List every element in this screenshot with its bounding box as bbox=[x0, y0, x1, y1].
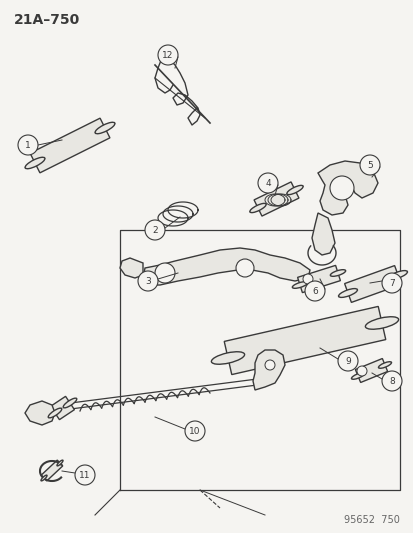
Polygon shape bbox=[344, 265, 401, 302]
Ellipse shape bbox=[338, 288, 356, 297]
Ellipse shape bbox=[365, 317, 398, 329]
Ellipse shape bbox=[330, 270, 345, 276]
Ellipse shape bbox=[25, 157, 45, 169]
Text: 11: 11 bbox=[79, 471, 90, 480]
Circle shape bbox=[304, 281, 324, 301]
Text: 1: 1 bbox=[25, 141, 31, 149]
Polygon shape bbox=[41, 460, 63, 481]
Circle shape bbox=[185, 421, 204, 441]
Polygon shape bbox=[311, 213, 334, 255]
Text: 3: 3 bbox=[145, 277, 150, 286]
Polygon shape bbox=[297, 265, 339, 293]
Polygon shape bbox=[224, 306, 385, 375]
Circle shape bbox=[264, 360, 274, 370]
Ellipse shape bbox=[95, 122, 115, 134]
Ellipse shape bbox=[377, 362, 391, 368]
Text: 4: 4 bbox=[265, 179, 270, 188]
Text: 2: 2 bbox=[152, 225, 157, 235]
Circle shape bbox=[145, 220, 165, 240]
Circle shape bbox=[138, 271, 158, 291]
Text: 5: 5 bbox=[366, 160, 372, 169]
Ellipse shape bbox=[48, 408, 62, 418]
Circle shape bbox=[359, 155, 379, 175]
Circle shape bbox=[235, 259, 254, 277]
Ellipse shape bbox=[387, 271, 406, 279]
Circle shape bbox=[75, 465, 95, 485]
Circle shape bbox=[381, 273, 401, 293]
Text: 95652  750: 95652 750 bbox=[343, 515, 399, 525]
Polygon shape bbox=[317, 161, 377, 215]
Circle shape bbox=[257, 173, 277, 193]
Polygon shape bbox=[142, 248, 309, 285]
Circle shape bbox=[381, 371, 401, 391]
Circle shape bbox=[154, 263, 175, 283]
Text: 10: 10 bbox=[189, 426, 200, 435]
Text: 12: 12 bbox=[162, 51, 173, 60]
Polygon shape bbox=[25, 401, 55, 425]
Text: 9: 9 bbox=[344, 357, 350, 366]
Polygon shape bbox=[354, 359, 387, 383]
Circle shape bbox=[18, 135, 38, 155]
Polygon shape bbox=[30, 118, 110, 173]
Ellipse shape bbox=[292, 281, 307, 288]
Text: 8: 8 bbox=[388, 376, 394, 385]
Circle shape bbox=[329, 176, 353, 200]
Circle shape bbox=[302, 274, 312, 284]
Polygon shape bbox=[50, 397, 74, 419]
Polygon shape bbox=[254, 182, 298, 216]
Ellipse shape bbox=[211, 352, 244, 364]
Text: 7: 7 bbox=[388, 279, 394, 287]
Ellipse shape bbox=[63, 398, 76, 408]
Polygon shape bbox=[252, 350, 284, 390]
Text: 6: 6 bbox=[311, 287, 317, 295]
Text: 21A–750: 21A–750 bbox=[14, 13, 80, 27]
Ellipse shape bbox=[57, 460, 63, 466]
Ellipse shape bbox=[249, 204, 266, 213]
Ellipse shape bbox=[351, 373, 364, 379]
Circle shape bbox=[356, 366, 366, 376]
Circle shape bbox=[337, 351, 357, 371]
Polygon shape bbox=[120, 258, 142, 278]
Ellipse shape bbox=[286, 185, 302, 195]
Circle shape bbox=[158, 45, 178, 65]
Ellipse shape bbox=[41, 475, 47, 481]
